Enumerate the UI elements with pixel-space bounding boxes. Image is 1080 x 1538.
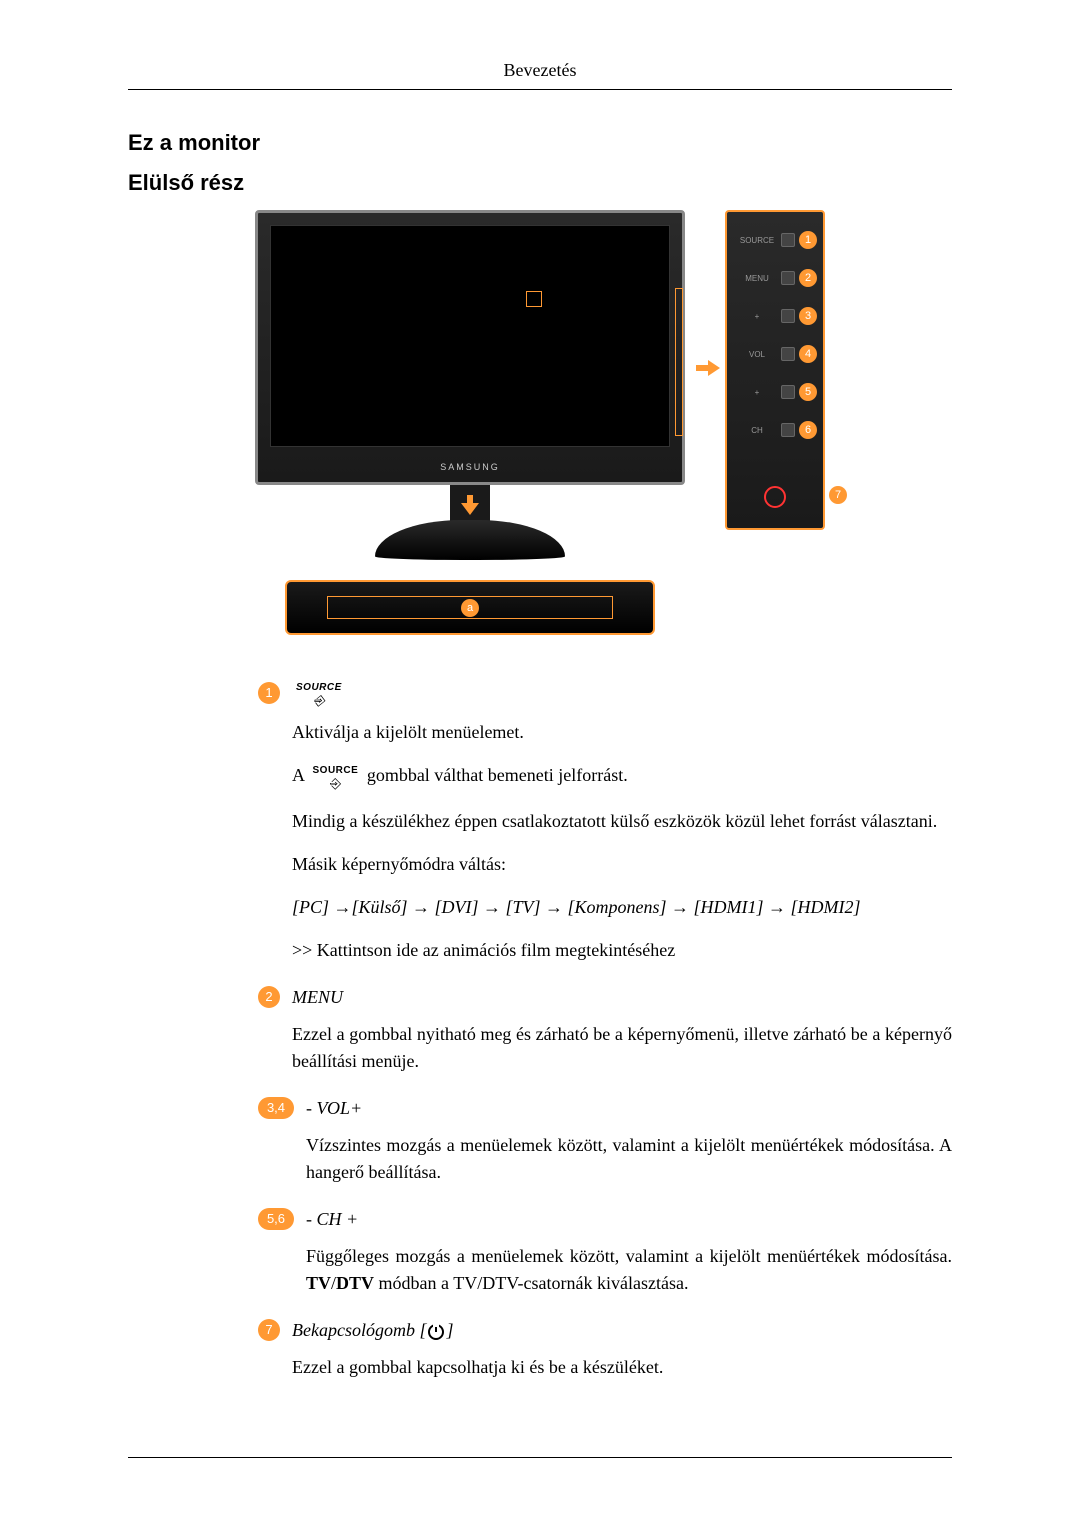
monitor-brand: SAMSUNG	[440, 462, 500, 472]
item-content: - VOL+ Vízszintes mozgás a menüelemek köz…	[306, 1095, 952, 1202]
soundbar-badge: a	[461, 599, 479, 617]
panel-row-ch-up: + 5	[727, 376, 823, 408]
panel-badge-5: 5	[799, 383, 817, 401]
item-title: - CH +	[306, 1206, 952, 1233]
diagram-container: SAMSUNG a SOURCE 1 MENU	[128, 210, 952, 640]
side-panel: SOURCE 1 MENU 2 + 3 VOL 4	[725, 210, 825, 530]
panel-badge-7: 7	[829, 486, 847, 504]
panel-btn	[781, 423, 795, 437]
panel-row-vol-down: VOL 4	[727, 338, 823, 370]
content-item: 1 SOURCE⎆ Aktiválja a kijelölt menüelemet.…	[258, 680, 952, 980]
panel-badge-6: 6	[799, 421, 817, 439]
item-paragraph: Vízszintes mozgás a menüelemek között, v…	[306, 1132, 952, 1186]
panel-btn	[781, 347, 795, 361]
panel-label-ch: CH	[733, 426, 781, 435]
arrow-down-icon	[461, 495, 479, 513]
page-header: Bevezetés	[128, 60, 952, 90]
item-paragraph: Másik képernyőmódra váltás:	[292, 851, 952, 878]
panel-badge-3: 3	[799, 307, 817, 325]
item-paragraph: Függőleges mozgás a menüelemek között, v…	[306, 1243, 952, 1297]
item-content: Bekapcsológomb [] Ezzel a gombbal kapcsol…	[292, 1317, 952, 1397]
item-badge: 1	[258, 682, 280, 704]
panel-label-source: SOURCE	[733, 236, 781, 245]
panel-row-source: SOURCE 1	[727, 224, 823, 256]
item-paragraph: [PC] →[Külső] → [DVI] → [TV] → [Komponen…	[292, 894, 952, 921]
monitor-stand-base	[375, 520, 565, 560]
item-paragraph: >> Kattintson ide az animációs film megt…	[292, 937, 952, 964]
item-content: MENU Ezzel a gombbal nyitható meg és zárh…	[292, 984, 952, 1091]
panel-row-menu: MENU 2	[727, 262, 823, 294]
item-paragraph: Ezzel a gombbal nyitható meg és zárható …	[292, 1021, 952, 1075]
panel-row-vol-up: + 3	[727, 300, 823, 332]
panel-row-ch-down: CH 6	[727, 414, 823, 446]
content-item: 3,4 - VOL+ Vízszintes mozgás a menüelemek …	[258, 1095, 952, 1202]
panel-btn	[781, 309, 795, 323]
section-title-1: Ez a monitor	[128, 130, 952, 156]
panel-btn	[781, 385, 795, 399]
item-paragraph: Ezzel a gombbal kapcsolhatja ki és be a …	[292, 1354, 952, 1381]
soundbar: a	[285, 580, 655, 635]
source-icon: SOURCE⎆	[296, 680, 342, 709]
item-title: SOURCE⎆	[292, 680, 952, 709]
item-paragraph: A SOURCE⎆ gombbal válthat bemeneti jelfo…	[292, 762, 952, 791]
page: Bevezetés Ez a monitor Elülső rész SAMSU…	[0, 0, 1080, 1538]
item-title: MENU	[292, 984, 952, 1011]
monitor-side-highlight	[675, 288, 683, 436]
monitor-screen	[270, 225, 670, 447]
content-item: 5,6 - CH + Függőleges mozgás a menüelemek …	[258, 1206, 952, 1313]
panel-label-menu: MENU	[733, 274, 781, 283]
item-paragraph: Aktiválja a kijelölt menüelemet.	[292, 719, 952, 746]
item-badge: 7	[258, 1319, 280, 1341]
monitor-body: SAMSUNG	[255, 210, 685, 485]
panel-badge-1: 1	[799, 231, 817, 249]
soundbar-inner: a	[327, 596, 613, 619]
monitor-power-indicator-box	[526, 291, 542, 307]
power-icon	[428, 1324, 444, 1340]
item-badge: 5,6	[258, 1208, 294, 1230]
panel-badge-2: 2	[799, 269, 817, 287]
panel-label-vol: VOL	[733, 350, 781, 359]
panel-label-plus2: +	[733, 388, 781, 397]
item-content: - CH + Függőleges mozgás a menüelemek köz…	[306, 1206, 952, 1313]
panel-label-plus: +	[733, 312, 781, 321]
panel-btn	[781, 271, 795, 285]
panel-btn	[781, 233, 795, 247]
panel-power-btn	[764, 486, 786, 508]
content-item: 7 Bekapcsológomb [] Ezzel a gombbal kapcso…	[258, 1317, 952, 1397]
section-title-2: Elülső rész	[128, 170, 952, 196]
item-content: SOURCE⎆ Aktiválja a kijelölt menüelemet. A…	[292, 680, 952, 980]
item-paragraph: Mindig a készülékhez éppen csatlakoztato…	[292, 808, 952, 835]
item-title: - VOL+	[306, 1095, 952, 1122]
item-badge: 2	[258, 986, 280, 1008]
content-item: 2 MENU Ezzel a gombbal nyitható meg és zár…	[258, 984, 952, 1091]
item-title: Bekapcsológomb []	[292, 1317, 952, 1344]
footer-line	[128, 1457, 952, 1458]
content-section: 1 SOURCE⎆ Aktiválja a kijelölt menüelemet.…	[128, 680, 952, 1397]
source-icon: SOURCE⎆	[313, 763, 359, 792]
item-badge: 3,4	[258, 1097, 294, 1119]
monitor-diagram: SAMSUNG a SOURCE 1 MENU	[255, 210, 825, 640]
arrow-right-icon	[696, 360, 720, 376]
panel-badge-4: 4	[799, 345, 817, 363]
